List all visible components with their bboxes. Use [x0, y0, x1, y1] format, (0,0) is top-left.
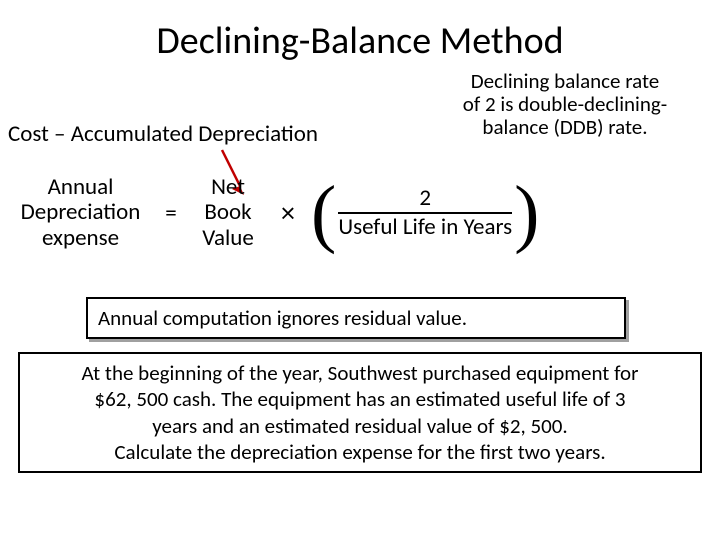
left-paren: ( — [309, 179, 338, 247]
problem-l3: years and an estimated residual value of… — [152, 413, 567, 439]
depreciation-formula: Annual Depreciation expense = Net Book V… — [8, 175, 712, 251]
note-box-text: Annual computation ignores residual valu… — [98, 305, 467, 331]
equals-sign: = — [153, 199, 189, 227]
ade-l2: Depreciation — [21, 198, 141, 226]
rate-note-line2: of 2 is double-declining- — [463, 91, 667, 117]
rate-note-line3: balance (DDB) rate. — [482, 114, 647, 140]
ade-l3: expense — [42, 224, 119, 252]
nbv-l3: Value — [202, 224, 254, 252]
problem-l2: $62, 500 cash. The equipment has an esti… — [94, 386, 625, 412]
nbv-l1: Net — [211, 173, 245, 201]
multiply-sign: × — [267, 195, 309, 230]
rate-note: Declining balance rate of 2 is double-de… — [430, 70, 700, 139]
right-paren: ) — [512, 179, 541, 247]
cost-minus-accum-dep: Cost – Accumulated Depreciation — [8, 120, 318, 148]
page-title: Declining-Balance Method — [0, 0, 720, 74]
term-annual-dep-expense: Annual Depreciation expense — [8, 175, 153, 251]
fraction-denominator: Useful Life in Years — [338, 214, 512, 240]
term-net-book-value: Net Book Value — [189, 175, 267, 251]
ade-l1: Annual — [48, 173, 114, 201]
note-box: Annual computation ignores residual valu… — [86, 297, 626, 339]
problem-l1: At the beginning of the year, Southwest … — [82, 360, 639, 386]
problem-box: At the beginning of the year, Southwest … — [18, 352, 702, 473]
problem-l4: Calculate the depreciation expense for t… — [114, 439, 605, 465]
rate-fraction: 2 Useful Life in Years — [338, 186, 512, 241]
fraction-numerator: 2 — [338, 186, 512, 214]
nbv-l2: Book — [204, 198, 251, 226]
rate-note-line1: Declining balance rate — [471, 68, 660, 94]
